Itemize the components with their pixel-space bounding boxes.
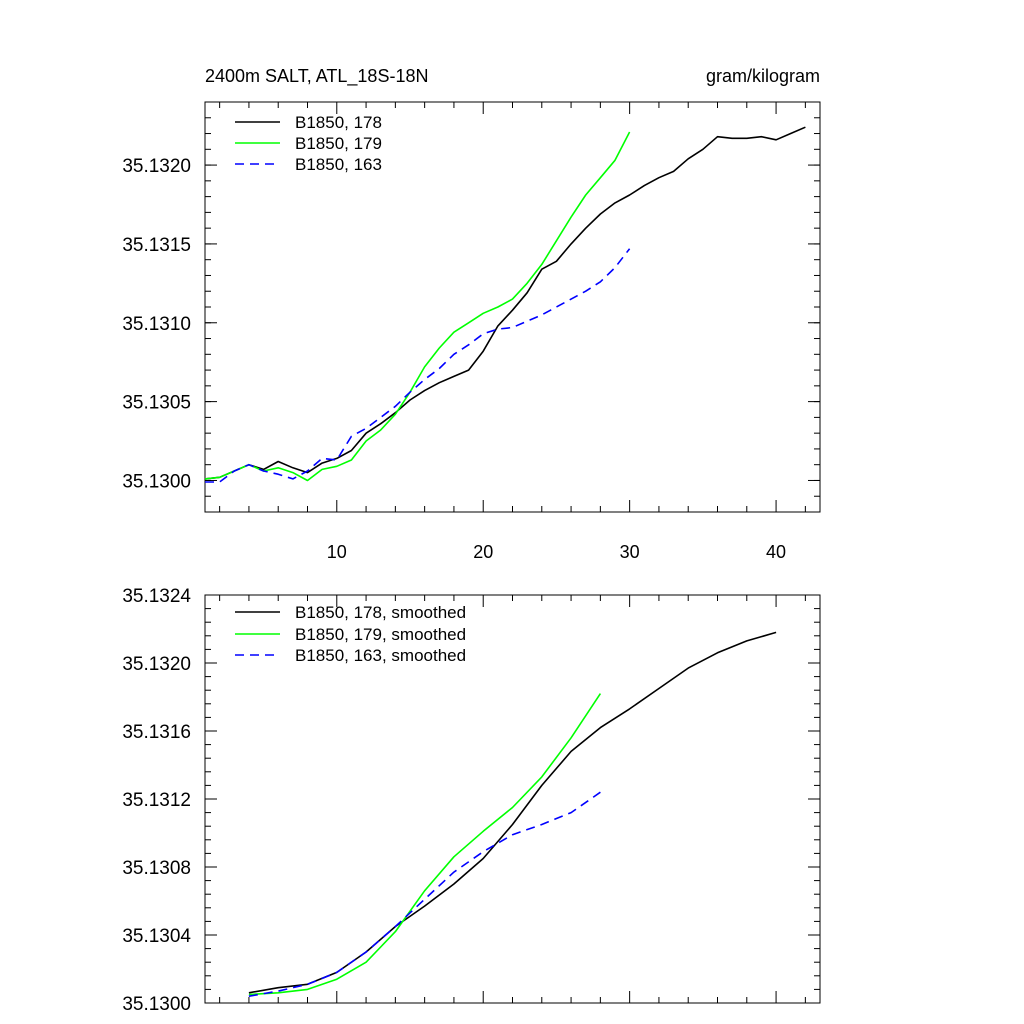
bottom-series-line-2 bbox=[248, 693, 602, 996]
top-y-tick-label: 35.1300 bbox=[122, 471, 191, 492]
bottom-series-line-1 bbox=[248, 631, 777, 994]
bottom-series-line-3 bbox=[248, 791, 601, 997]
top-x-tick-labels: 10 20 30 40 bbox=[327, 542, 786, 562]
bottom-y-tick-label: 35.1308 bbox=[122, 858, 191, 879]
top-title-left: 2400m SALT, ATL_18S-18N bbox=[205, 66, 428, 87]
bottom-y-tick-labels: 35.1300 35.1304 35.1308 35.1312 35.1316 35.13… bbox=[122, 586, 191, 1015]
bottom-legend-label-179: B1850, 179, smoothed bbox=[295, 625, 466, 644]
top-title-right: gram/kilogram bbox=[706, 66, 820, 86]
top-panel: 2400m SALT, ATL_18S-18N gram/kilogram 35… bbox=[122, 66, 821, 562]
bottom-legend-label-178: B1850, 178, smoothed bbox=[295, 603, 466, 622]
top-y-tick-label: 35.1320 bbox=[122, 156, 191, 177]
top-series-line-2 bbox=[204, 131, 631, 482]
top-legend-label-163: B1850, 163 bbox=[295, 155, 382, 174]
top-legend-label-179: B1850, 179 bbox=[295, 134, 382, 153]
bottom-y-tick-label: 35.1300 bbox=[122, 994, 191, 1015]
top-y-tick-label: 35.1315 bbox=[122, 235, 191, 256]
bottom-legend-label-163: B1850, 163, smoothed bbox=[295, 646, 466, 665]
top-series-lines bbox=[204, 126, 806, 483]
bottom-y-tick-label: 35.1324 bbox=[122, 586, 191, 607]
bottom-series-lines bbox=[248, 631, 777, 997]
bottom-y-tick-label: 35.1316 bbox=[122, 722, 191, 743]
top-legend: B1850, 178 B1850, 179 B1850, 163 bbox=[235, 113, 382, 174]
top-tick-marks bbox=[205, 101, 820, 513]
top-x-tick-label: 30 bbox=[620, 542, 640, 562]
top-y-tick-label: 35.1305 bbox=[122, 393, 191, 414]
top-x-tick-label: 10 bbox=[327, 542, 347, 562]
bottom-tick-marks bbox=[205, 594, 820, 1004]
bottom-y-tick-label: 35.1320 bbox=[122, 654, 191, 675]
top-legend-label-178: B1850, 178 bbox=[295, 113, 382, 132]
bottom-y-tick-label: 35.1304 bbox=[122, 926, 191, 947]
top-x-tick-label: 40 bbox=[766, 542, 786, 562]
top-y-tick-labels: 35.1300 35.1305 35.1310 35.1315 35.1320 bbox=[122, 156, 191, 492]
top-x-tick-label: 20 bbox=[473, 542, 493, 562]
bottom-legend: B1850, 178, smoothed B1850, 179, smoothe… bbox=[235, 603, 466, 665]
top-series-line-3 bbox=[205, 248, 631, 483]
top-y-tick-label: 35.1310 bbox=[122, 314, 191, 335]
bottom-y-tick-label: 35.1312 bbox=[122, 790, 191, 811]
bottom-panel: 35.1300 35.1304 35.1308 35.1312 35.1316 35.13… bbox=[122, 586, 821, 1015]
